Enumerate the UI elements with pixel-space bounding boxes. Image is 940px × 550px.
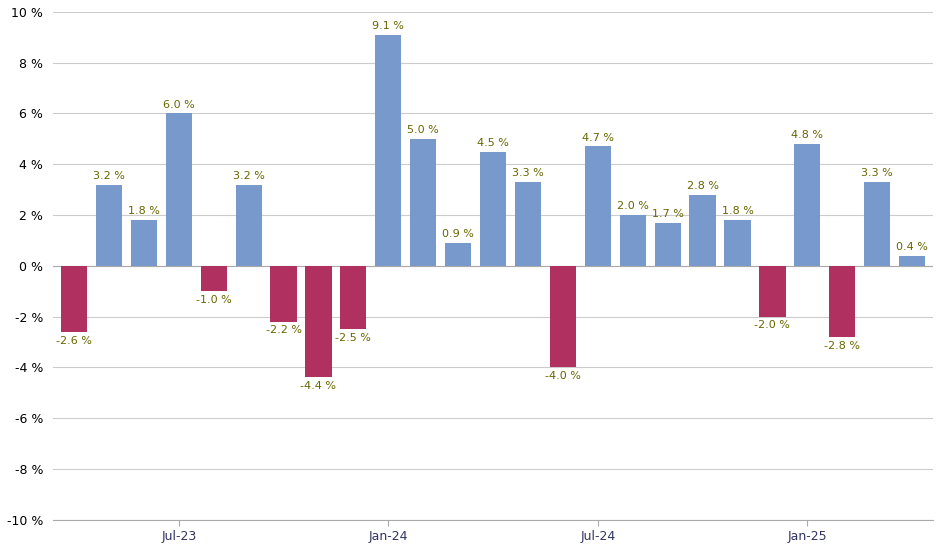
Bar [515, 182, 541, 266]
Bar [131, 220, 157, 266]
Text: 1.8 %: 1.8 % [722, 206, 754, 216]
Bar [864, 182, 890, 266]
Bar [689, 195, 715, 266]
Bar [96, 185, 122, 266]
Text: 4.8 %: 4.8 % [791, 130, 823, 140]
Text: 2.0 %: 2.0 % [617, 201, 649, 211]
Bar [794, 144, 821, 266]
Text: 5.0 %: 5.0 % [407, 125, 439, 135]
Text: 4.7 %: 4.7 % [582, 133, 614, 142]
Bar [165, 113, 192, 266]
Bar [61, 266, 87, 332]
Bar [899, 256, 925, 266]
Bar [375, 35, 401, 266]
Text: 3.3 %: 3.3 % [512, 168, 544, 178]
Text: 1.7 %: 1.7 % [651, 209, 683, 219]
Bar [200, 266, 227, 291]
Bar [585, 146, 611, 266]
Text: 6.0 %: 6.0 % [163, 100, 195, 109]
Text: 0.4 %: 0.4 % [896, 242, 928, 252]
Bar [654, 223, 681, 266]
Bar [306, 266, 332, 377]
Bar [550, 266, 576, 367]
Text: 2.8 %: 2.8 % [686, 181, 718, 191]
Bar [725, 220, 751, 266]
Bar [410, 139, 436, 266]
Bar [480, 152, 506, 266]
Text: -2.6 %: -2.6 % [56, 336, 92, 345]
Bar [760, 266, 786, 317]
Text: -4.4 %: -4.4 % [301, 381, 337, 391]
Text: -2.8 %: -2.8 % [824, 340, 860, 351]
Text: 9.1 %: 9.1 % [372, 21, 404, 31]
Bar [619, 215, 646, 266]
Text: -4.0 %: -4.0 % [545, 371, 581, 381]
Text: 3.2 %: 3.2 % [233, 170, 264, 181]
Text: -2.0 %: -2.0 % [755, 320, 791, 331]
Text: -2.2 %: -2.2 % [265, 326, 302, 336]
Bar [236, 185, 261, 266]
Text: 3.3 %: 3.3 % [861, 168, 893, 178]
Bar [271, 266, 297, 322]
Bar [445, 243, 471, 266]
Text: 4.5 %: 4.5 % [478, 138, 509, 148]
Text: 0.9 %: 0.9 % [442, 229, 474, 239]
Bar [340, 266, 367, 329]
Text: -2.5 %: -2.5 % [336, 333, 371, 343]
Text: 1.8 %: 1.8 % [128, 206, 160, 216]
Bar [829, 266, 855, 337]
Text: 3.2 %: 3.2 % [93, 170, 125, 181]
Text: -1.0 %: -1.0 % [196, 295, 231, 305]
